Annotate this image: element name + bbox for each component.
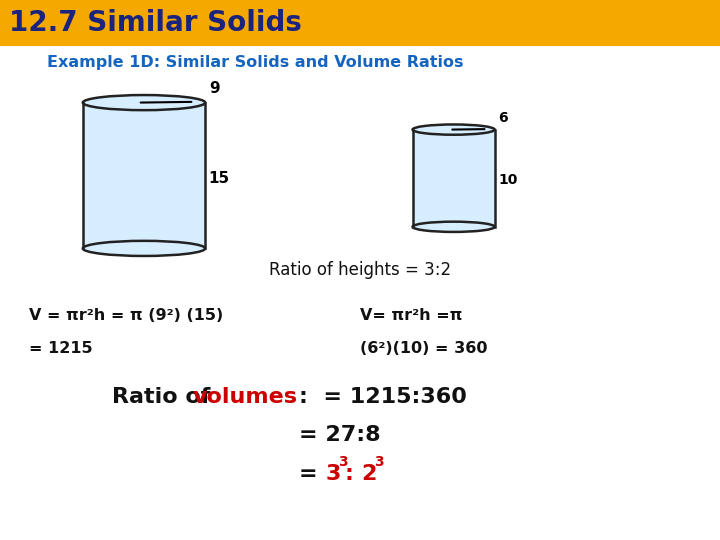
Text: 6: 6 (498, 111, 508, 125)
Text: (6²)(10) = 360: (6²)(10) = 360 (360, 341, 487, 356)
Text: Example 1D: Similar Solids and Volume Ratios: Example 1D: Similar Solids and Volume Ra… (47, 55, 463, 70)
Text: Ratio of: Ratio of (112, 387, 217, 407)
Polygon shape (413, 130, 495, 227)
Text: Ratio of heights = 3:2: Ratio of heights = 3:2 (269, 261, 451, 279)
Text: = 1215: = 1215 (29, 341, 92, 356)
Text: volumes: volumes (192, 387, 297, 407)
Ellipse shape (413, 221, 495, 232)
Ellipse shape (83, 241, 205, 256)
Text: 9: 9 (209, 81, 220, 96)
Text: 15: 15 (209, 171, 230, 186)
Text: 3: 3 (325, 464, 341, 484)
Text: 3: 3 (338, 455, 348, 469)
Text: 10: 10 (498, 173, 518, 187)
Ellipse shape (83, 95, 205, 110)
Text: 2: 2 (361, 464, 377, 484)
FancyBboxPatch shape (0, 0, 720, 46)
Ellipse shape (413, 125, 495, 135)
Text: V= πr²h =π: V= πr²h =π (360, 308, 462, 323)
Text: 3: 3 (374, 455, 384, 469)
Polygon shape (83, 103, 205, 248)
Text: :: : (345, 464, 361, 484)
Text: 12.7 Similar Solids: 12.7 Similar Solids (9, 9, 302, 37)
Text: V = πr²h = π (9²) (15): V = πr²h = π (9²) (15) (29, 308, 223, 323)
Text: =: = (299, 464, 325, 484)
Text: = 27:8: = 27:8 (299, 424, 380, 445)
Text: :  = 1215:360: : = 1215:360 (299, 387, 467, 407)
